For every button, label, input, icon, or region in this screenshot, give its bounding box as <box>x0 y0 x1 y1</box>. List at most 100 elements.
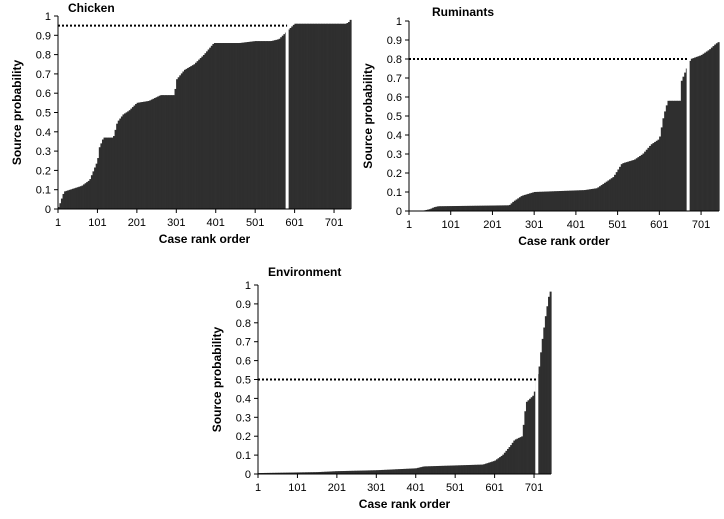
ruminants-bar <box>580 190 583 211</box>
chicken-bar <box>136 102 139 209</box>
chicken-bar <box>297 23 300 209</box>
environment-bar <box>398 469 401 474</box>
ruminants-bar <box>554 191 557 211</box>
environment-bar <box>486 463 489 474</box>
chicken-x-tick-label: 1 <box>55 217 61 229</box>
chicken-bar <box>75 187 78 209</box>
environment-bar <box>283 472 286 474</box>
ruminants-bar <box>670 100 673 211</box>
ruminants-y-tick-label: 0.1 <box>387 187 402 199</box>
environment-bar <box>434 466 437 474</box>
environment-bar <box>365 470 368 474</box>
environment-bar <box>276 472 279 474</box>
environment-bar <box>372 470 375 474</box>
environment-bar <box>371 470 374 474</box>
chicken-bar <box>188 67 191 209</box>
environment-bar <box>322 471 325 474</box>
environment-bar <box>270 472 273 474</box>
environment-bar <box>301 472 304 474</box>
ruminants-bar <box>540 191 543 211</box>
environment-y-tick-label: 0.7 <box>236 337 251 349</box>
ruminants-gap-marker <box>686 21 690 211</box>
environment-bar <box>406 468 409 474</box>
environment-x-tick-label: 1 <box>255 482 261 494</box>
ruminants-bar <box>428 209 431 211</box>
ruminants-bar <box>450 206 453 211</box>
environment-bar <box>311 472 314 474</box>
ruminants-bar <box>605 181 608 211</box>
chicken-bar <box>152 98 155 209</box>
chicken-bar <box>176 79 179 210</box>
chicken-bar <box>307 23 310 209</box>
ruminants-bar <box>442 206 445 211</box>
environment-bar <box>470 464 473 474</box>
environment-bar <box>491 461 494 474</box>
chicken-bar <box>319 23 322 209</box>
environment-y-tick-label: 0.2 <box>236 431 251 443</box>
chicken-bar <box>240 42 243 209</box>
environment-bar <box>511 442 514 474</box>
ruminants-bar <box>530 192 533 211</box>
chicken-bar <box>157 96 160 209</box>
ruminants-bar <box>512 201 515 211</box>
chicken-bar <box>327 23 330 209</box>
ruminants-bar <box>430 208 433 211</box>
chicken-bar <box>231 43 234 209</box>
environment-x-tick-label: 201 <box>328 482 346 494</box>
ruminants-bar <box>589 189 592 211</box>
environment-bar <box>267 472 270 474</box>
ruminants-bar <box>712 46 715 211</box>
ruminants-bar <box>617 169 620 211</box>
chicken-bar <box>180 73 183 209</box>
environment-bar <box>458 465 461 474</box>
ruminants-bar <box>647 147 650 211</box>
ruminants-bar <box>547 191 550 211</box>
environment-bar <box>541 338 544 474</box>
environment-bar <box>467 465 470 474</box>
ruminants-bar <box>492 205 495 211</box>
chicken-y-tick-label: 0.4 <box>36 127 51 139</box>
environment-bar <box>287 472 290 474</box>
ruminants-bar <box>690 58 693 212</box>
ruminants-bar <box>682 76 685 212</box>
chicken-bar <box>270 40 273 209</box>
environment-bar <box>352 470 355 474</box>
ruminants-bar <box>550 191 553 211</box>
chicken-bar <box>149 100 152 209</box>
ruminants-x-tick-label: 701 <box>692 219 710 231</box>
ruminants-bar <box>655 140 658 211</box>
environment-bar <box>330 471 333 474</box>
chicken-bar <box>310 23 313 209</box>
chicken-bar <box>95 163 98 209</box>
environment-bar <box>521 436 524 474</box>
ruminants-bar <box>537 191 540 211</box>
chicken-bar <box>272 40 275 209</box>
ruminants-panel-title: Ruminants <box>432 5 494 19</box>
ruminants-bar <box>542 191 545 211</box>
chicken-bar <box>330 23 333 209</box>
environment-bar <box>344 470 347 474</box>
chicken-y-tick-label: 1 <box>45 11 51 23</box>
environment-bar <box>530 397 533 474</box>
chicken-bar <box>223 43 226 209</box>
environment-bar <box>349 470 352 474</box>
chicken-bar <box>321 23 324 209</box>
chicken-bar <box>89 179 92 209</box>
environment-bar <box>289 472 292 474</box>
environment-bar <box>273 472 276 474</box>
ruminants-bar <box>535 191 538 211</box>
ruminants-bar <box>462 205 465 211</box>
environment-bar <box>417 467 420 474</box>
ruminants-bar <box>562 190 565 211</box>
ruminants-bar <box>702 53 705 211</box>
environment-bar <box>513 440 516 474</box>
environment-bar <box>346 470 349 474</box>
ruminants-bar <box>527 193 530 211</box>
chicken-bar <box>228 43 231 209</box>
chicken-bar <box>60 198 63 209</box>
chicken-bar <box>130 108 133 209</box>
chicken-bar <box>113 136 115 209</box>
environment-y-tick-label: 0.3 <box>236 412 251 424</box>
ruminants-bar <box>482 205 485 211</box>
ruminants-bar <box>569 190 572 211</box>
